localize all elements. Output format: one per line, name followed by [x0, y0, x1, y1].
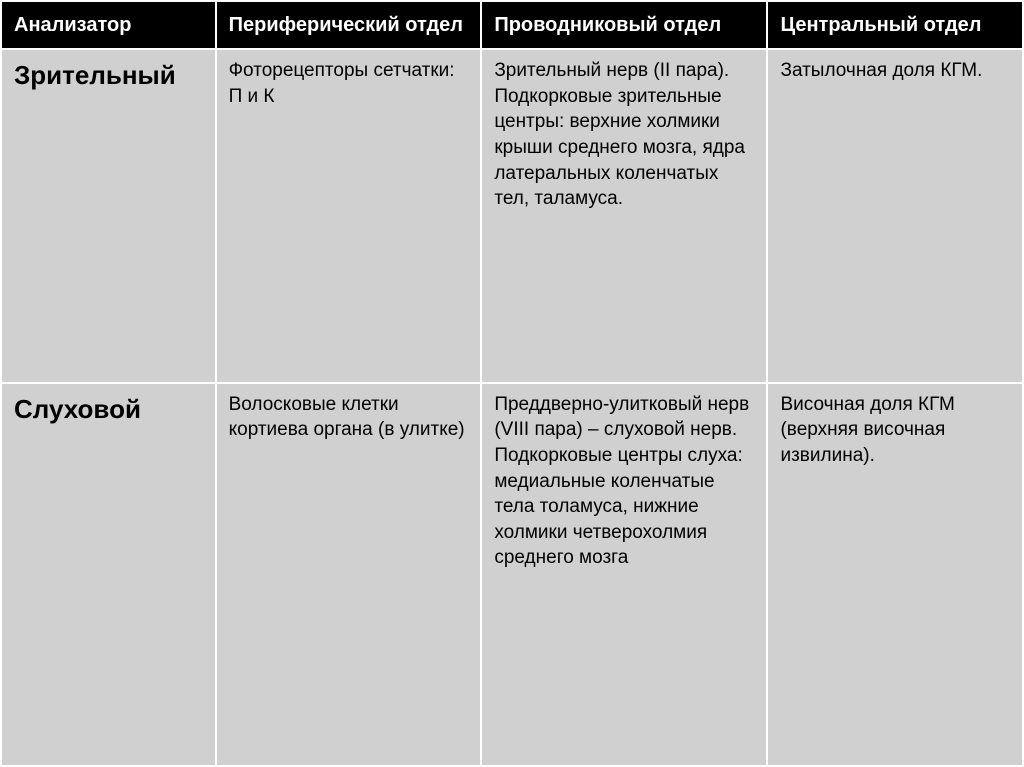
cell-auditory-central: Височная доля КГМ (верхняя височная изви…: [767, 383, 1023, 766]
row-label-auditory: Слуховой: [1, 383, 216, 766]
cell-visual-conducting: Зрительный нерв (II пара). Подкорковые з…: [481, 49, 767, 383]
cell-auditory-conducting: Преддверно-улитковый нерв (VIII пара) – …: [481, 383, 767, 766]
col-header-peripheral: Периферический отдел: [216, 1, 482, 49]
table-header-row: Анализатор Периферический отдел Проводни…: [1, 1, 1023, 49]
table-row: Слуховой Волосковые клетки кортиева орга…: [1, 383, 1023, 766]
col-header-central: Центральный отдел: [767, 1, 1023, 49]
cell-visual-central: Затылочная доля КГМ.: [767, 49, 1023, 383]
col-header-analyzer: Анализатор: [1, 1, 216, 49]
analyzer-table: Анализатор Периферический отдел Проводни…: [0, 0, 1024, 767]
cell-visual-peripheral: Фоторецепторы сетчатки: П и К: [216, 49, 482, 383]
row-label-visual: Зрительный: [1, 49, 216, 383]
table-row: Зрительный Фоторецепторы сетчатки: П и К…: [1, 49, 1023, 383]
col-header-conducting: Проводниковый отдел: [481, 1, 767, 49]
cell-auditory-peripheral: Волосковые клетки кортиева органа (в ули…: [216, 383, 482, 766]
